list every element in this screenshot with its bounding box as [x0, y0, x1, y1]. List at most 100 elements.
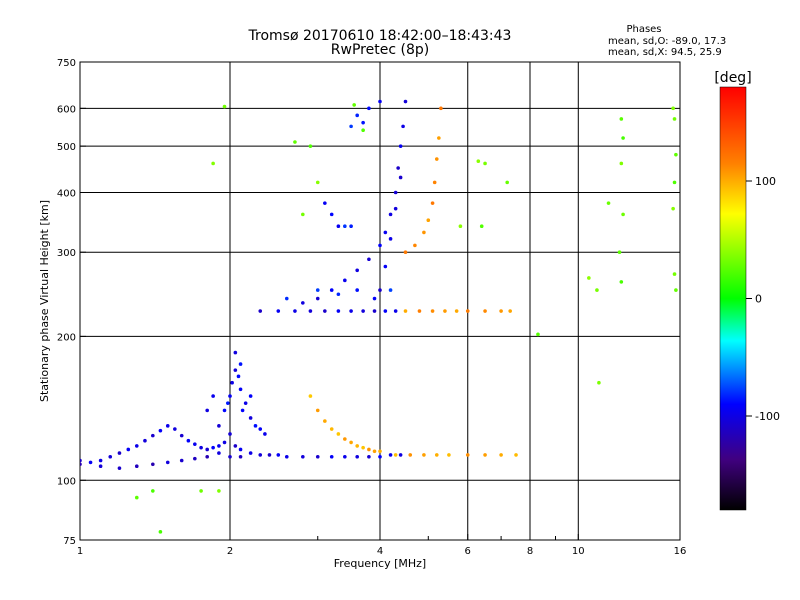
- echo-point: [508, 309, 512, 313]
- echo-point: [383, 309, 388, 313]
- echo-point: [378, 99, 382, 104]
- chart-subtitle: RwPretec (8p): [331, 42, 429, 58]
- y-tick-label: 100: [57, 476, 76, 487]
- echo-point: [236, 374, 241, 379]
- echo-point: [88, 460, 93, 465]
- echo-point: [258, 427, 263, 431]
- echo-point: [606, 201, 611, 205]
- echo-point: [315, 296, 320, 301]
- echo-point: [388, 237, 393, 241]
- echo-point: [228, 432, 232, 436]
- y-tick-label: 500: [57, 142, 76, 153]
- echo-point: [378, 288, 382, 292]
- colorbar-tick-label: 100: [755, 175, 776, 188]
- y-tick-label: 75: [63, 536, 76, 547]
- echo-point: [228, 454, 232, 459]
- echo-point: [349, 124, 353, 129]
- echo-point: [336, 292, 341, 297]
- echo-point: [199, 445, 203, 450]
- echo-point: [378, 449, 382, 454]
- echo-point: [361, 128, 365, 132]
- echo-point: [258, 309, 263, 313]
- echo-point: [222, 440, 227, 445]
- echo-point: [98, 464, 103, 469]
- echo-point: [117, 451, 122, 455]
- echo-point: [388, 212, 393, 217]
- echo-point: [315, 408, 320, 413]
- echo-point: [80, 462, 82, 467]
- echo-point: [514, 453, 518, 457]
- echo-point: [621, 212, 625, 217]
- echo-point: [151, 433, 155, 438]
- echo-point: [193, 456, 197, 461]
- echo-point: [134, 464, 139, 469]
- x-tick-label: 10: [572, 546, 585, 557]
- echo-point: [165, 460, 170, 465]
- echo-point: [238, 362, 243, 366]
- echo-point: [432, 180, 437, 185]
- echo-point: [422, 453, 426, 457]
- echo-point: [301, 301, 305, 305]
- echo-point: [173, 427, 177, 431]
- y-tick-label: 600: [57, 104, 76, 115]
- echo-point: [151, 462, 155, 467]
- echo-point: [536, 332, 540, 337]
- echo-point: [248, 416, 253, 420]
- echo-point: [367, 454, 371, 459]
- colorbar: [719, 86, 747, 511]
- echo-point: [671, 106, 675, 111]
- echo-point: [672, 180, 677, 185]
- echo-point: [228, 394, 232, 398]
- x-tick-label: 1: [77, 546, 83, 557]
- echo-point: [315, 180, 320, 185]
- echo-point: [443, 309, 447, 313]
- echo-point: [595, 288, 599, 292]
- y-axis-label: Stationary phase Virtual Height [km]: [38, 200, 51, 402]
- echo-point: [499, 309, 503, 313]
- echo-point: [205, 408, 209, 413]
- echo-point: [238, 454, 243, 459]
- y-tick-label: 750: [57, 58, 76, 69]
- echo-point: [308, 394, 313, 398]
- echo-point: [434, 453, 439, 457]
- echo-point: [367, 106, 371, 111]
- echo-point: [240, 408, 245, 413]
- echo-point: [367, 257, 371, 262]
- echo-point: [211, 445, 215, 450]
- echo-point: [343, 454, 347, 459]
- echo-point: [383, 230, 388, 235]
- echo-point: [267, 453, 272, 457]
- echo-point: [454, 309, 459, 313]
- echo-point: [329, 427, 334, 431]
- x-tick-label: 16: [674, 546, 687, 557]
- echo-point: [293, 309, 297, 313]
- echo-point: [211, 161, 215, 166]
- echo-point: [323, 419, 327, 423]
- y-tick-label: 200: [57, 332, 76, 343]
- echo-point: [465, 309, 470, 313]
- echo-point: [619, 161, 624, 166]
- echo-point: [217, 444, 221, 448]
- echo-point: [401, 124, 405, 129]
- echo-point: [408, 453, 413, 457]
- echo-point: [308, 144, 313, 148]
- echo-point: [479, 224, 484, 229]
- echo-point: [465, 453, 470, 457]
- chart-title: Tromsø 20170610 18:42:00–18:43:43: [248, 28, 512, 44]
- echo-point: [217, 451, 221, 455]
- echo-point: [372, 296, 377, 301]
- echo-point: [186, 438, 191, 443]
- echo-point: [447, 453, 451, 457]
- echo-point: [674, 288, 678, 292]
- echo-point: [230, 380, 234, 385]
- phases-mean-x: mean, sd,X: 94.5, 25.9: [608, 47, 722, 58]
- echo-point: [199, 489, 203, 493]
- echo-point: [329, 288, 334, 292]
- echo-point: [617, 250, 622, 255]
- echo-point: [372, 309, 377, 313]
- echo-point: [179, 433, 184, 438]
- echo-point: [378, 454, 382, 459]
- echo-point: [308, 309, 313, 313]
- echo-point: [437, 136, 441, 140]
- echo-point: [417, 309, 422, 313]
